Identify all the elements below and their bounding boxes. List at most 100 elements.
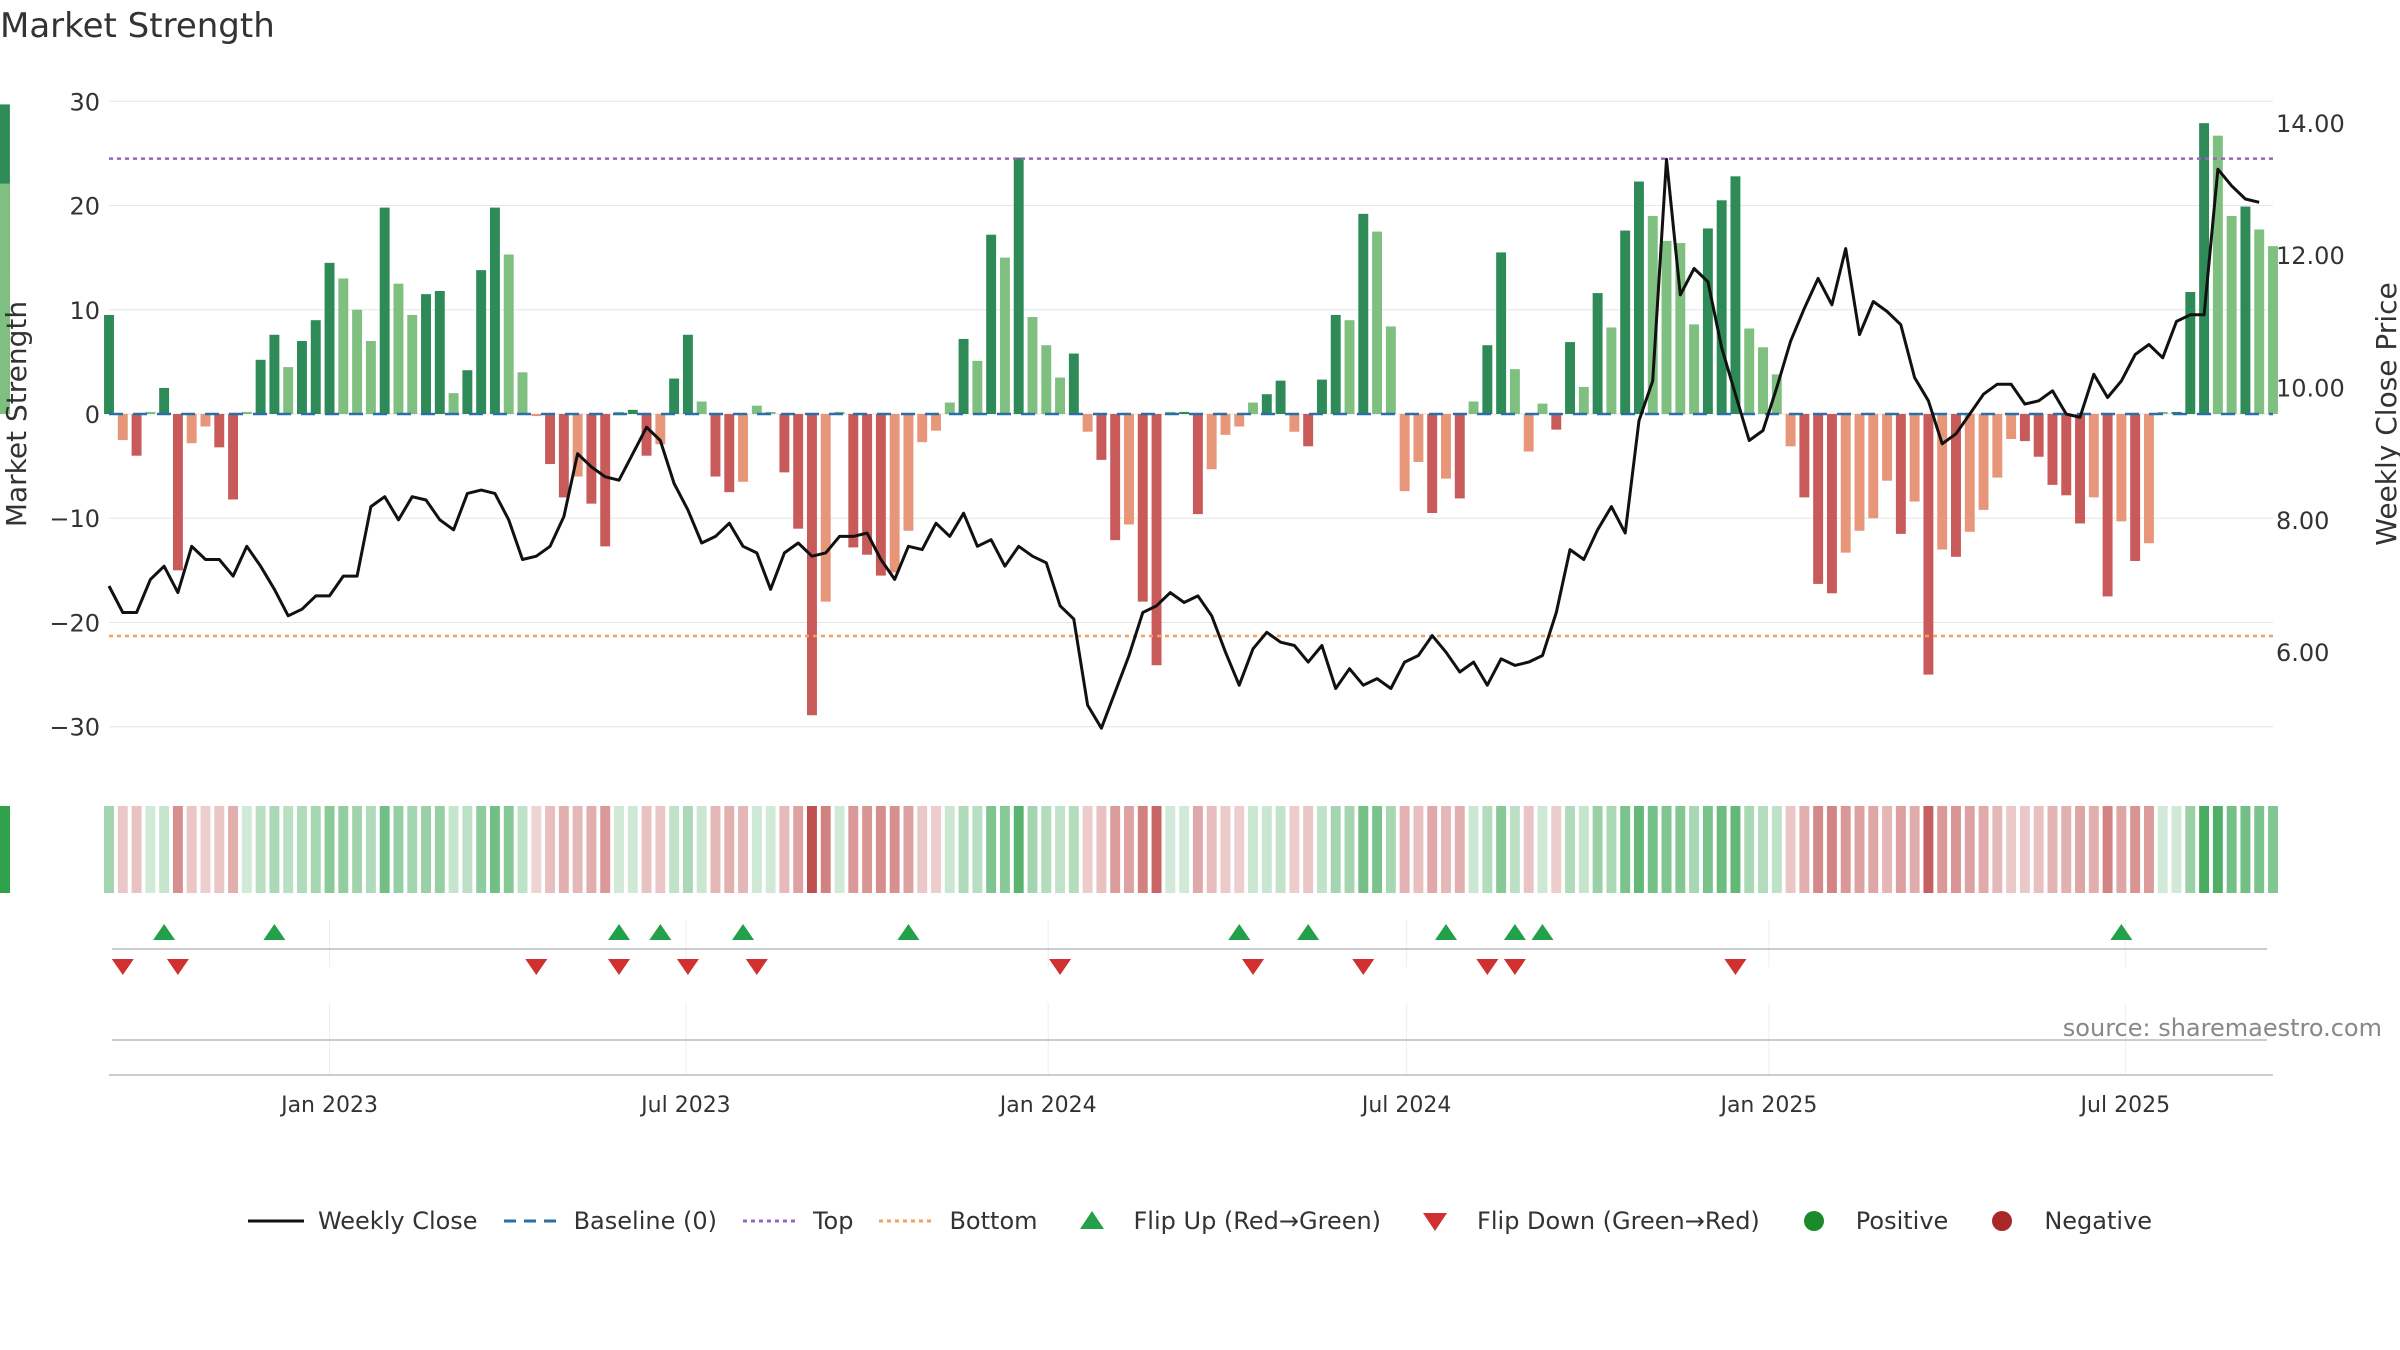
strength-bar bbox=[1689, 324, 1700, 414]
weekly-close-point bbox=[1969, 414, 1970, 415]
strength-bar bbox=[779, 414, 790, 473]
weekly-close-point bbox=[136, 612, 137, 613]
strength-strip-cell bbox=[2130, 806, 2141, 893]
flip-down-marker bbox=[1352, 959, 1375, 975]
strength-bar bbox=[848, 414, 859, 548]
strength-strip-cell bbox=[2019, 806, 2030, 893]
strength-bar bbox=[1523, 414, 1534, 452]
strength-bar bbox=[1675, 243, 1686, 414]
strength-bar bbox=[159, 387, 170, 414]
strength-strip-cell bbox=[1868, 806, 1879, 893]
strength-bar bbox=[1234, 414, 1245, 427]
strength-strip-cell bbox=[1895, 806, 1906, 893]
strength-bar bbox=[2006, 414, 2017, 440]
weekly-close-point bbox=[2052, 390, 2053, 391]
strength-strip-cell bbox=[641, 806, 652, 893]
strength-bar bbox=[2226, 215, 2237, 414]
strength-bar bbox=[586, 414, 597, 504]
weekly-close-point bbox=[1197, 595, 1198, 596]
flip-up-marker bbox=[263, 924, 286, 940]
weekly-close-point bbox=[109, 586, 110, 587]
legend-item-weekly-close: Weekly Close bbox=[247, 1207, 478, 1235]
strength-heat-strip bbox=[0, 806, 2278, 893]
weekly-close-point bbox=[1487, 685, 1488, 686]
strength-strip-cell bbox=[352, 806, 363, 893]
weekly-close-point bbox=[867, 533, 868, 534]
strength-bar bbox=[407, 314, 418, 414]
strength-bars bbox=[0, 104, 2278, 716]
strength-strip-cell bbox=[1179, 806, 1190, 893]
weekly-close-point bbox=[467, 493, 468, 494]
strength-strip-cell bbox=[1289, 806, 1300, 893]
strength-strip-cell bbox=[172, 806, 183, 893]
strength-strip-cell bbox=[1771, 806, 1782, 893]
strength-bar bbox=[724, 414, 735, 493]
strength-bar bbox=[2199, 123, 2210, 414]
strength-bar bbox=[1992, 414, 2003, 478]
strength-strip-cell bbox=[2143, 806, 2154, 893]
strength-strip-cell bbox=[710, 806, 721, 893]
weekly-close-line bbox=[107, 157, 2260, 730]
strength-bar bbox=[1592, 293, 1603, 414]
weekly-close-point bbox=[1680, 294, 1681, 295]
strength-bar bbox=[352, 309, 363, 414]
strength-strip-cell bbox=[738, 806, 749, 893]
weekly-close-point bbox=[770, 589, 771, 590]
strength-bar bbox=[228, 414, 239, 500]
strength-strip-cell bbox=[1675, 806, 1686, 893]
strength-strip-cell bbox=[931, 806, 941, 893]
weekly-close-point bbox=[315, 595, 316, 596]
strength-bar bbox=[1096, 414, 1107, 460]
strength-strip-cell bbox=[793, 806, 804, 893]
strength-strip-cell bbox=[1151, 806, 1162, 893]
strength-strip-cell bbox=[324, 806, 335, 893]
weekly-close-point bbox=[1101, 728, 1102, 729]
strength-bar bbox=[1868, 414, 1879, 519]
strength-strip-cell bbox=[627, 806, 638, 893]
weekly-close-point bbox=[1115, 691, 1116, 692]
x-tick-label: Jan 2023 bbox=[279, 1093, 378, 1118]
flip-up-marker bbox=[607, 924, 630, 940]
strength-bar bbox=[1895, 414, 1906, 534]
strength-strip-cell bbox=[1399, 806, 1410, 893]
strength-strip-cell bbox=[2116, 806, 2127, 893]
strength-bar bbox=[793, 414, 804, 529]
weekly-close-point bbox=[2107, 397, 2108, 398]
strength-strip-cell bbox=[1813, 806, 1824, 893]
y-tick-label-right: 8.00 bbox=[2276, 507, 2329, 535]
weekly-close-point bbox=[1997, 384, 1998, 385]
weekly-close-point bbox=[1225, 652, 1226, 653]
strength-strip-cell bbox=[1013, 806, 1024, 893]
strength-bar bbox=[145, 411, 156, 414]
weekly-close-point bbox=[1570, 549, 1571, 550]
legend-item-baseline: Baseline (0) bbox=[503, 1207, 717, 1235]
strength-strip-cell bbox=[765, 806, 776, 893]
strength-strip-cell bbox=[1565, 806, 1576, 893]
strength-strip-cell bbox=[241, 806, 252, 893]
weekly-close-point bbox=[743, 546, 744, 547]
strength-bar bbox=[1413, 414, 1424, 462]
strength-strip-cell bbox=[1758, 806, 1768, 893]
strength-strip-cell bbox=[614, 806, 624, 893]
flip-up-marker bbox=[649, 924, 672, 940]
weekly-close-point bbox=[1845, 248, 1846, 249]
strength-bar bbox=[2240, 206, 2251, 414]
x-tick-label: Jan 2025 bbox=[1718, 1093, 1817, 1118]
weekly-close-point bbox=[1335, 688, 1336, 689]
weekly-close-point bbox=[384, 496, 385, 497]
weekly-close-point bbox=[1473, 662, 1474, 663]
strength-bar bbox=[1454, 414, 1465, 499]
weekly-close-point bbox=[1900, 324, 1901, 325]
strength-strip-cell bbox=[958, 806, 969, 893]
strength-bar bbox=[820, 414, 831, 602]
strength-strip-cell bbox=[1055, 806, 1066, 893]
flip-down-marker bbox=[111, 959, 134, 975]
strength-strip-cell bbox=[393, 806, 404, 893]
weekly-close-point bbox=[2066, 414, 2067, 415]
strength-strip-cell bbox=[1468, 806, 1479, 893]
x-tick-label: Jul 2025 bbox=[2079, 1093, 2171, 1118]
strength-strip-cell bbox=[972, 806, 983, 893]
weekly-close-point bbox=[1211, 615, 1212, 616]
strength-bar bbox=[751, 405, 762, 414]
